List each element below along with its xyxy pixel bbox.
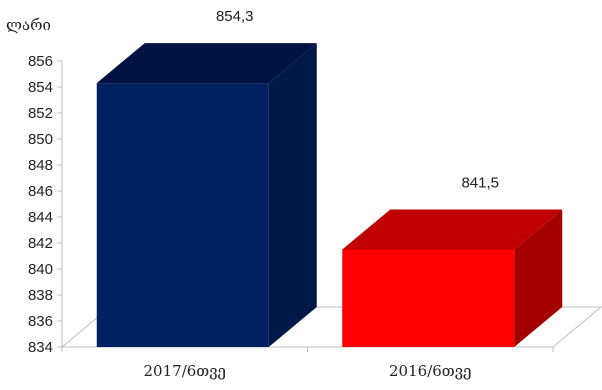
y-tick-label: 840	[28, 261, 53, 278]
y-tick-label: 856	[28, 53, 53, 70]
bar	[342, 249, 515, 347]
y-tick-label: 846	[28, 183, 53, 200]
bar-side	[514, 209, 563, 347]
y-tick-label: 854	[28, 79, 53, 96]
data-label: 854,3	[216, 8, 254, 25]
y-tick-label: 844	[28, 209, 53, 226]
x-category-label: 2017/6თვე	[144, 362, 226, 380]
y-tick-label: 850	[28, 131, 53, 148]
bar-top	[96, 43, 317, 84]
y-tick-label: 842	[28, 235, 53, 252]
y-axis-unit-label: ლარი	[6, 16, 51, 34]
bar	[96, 83, 269, 347]
bar-top	[342, 209, 563, 250]
y-tick-label: 836	[28, 313, 53, 330]
data-label: 841,5	[461, 175, 499, 192]
y-tick-label: 834	[28, 339, 53, 356]
y-tick-label: 848	[28, 157, 53, 174]
y-tick-label: 852	[28, 105, 53, 122]
bar-side	[268, 43, 317, 347]
x-category-label: 2016/6თვე	[389, 362, 471, 380]
y-tick-label: 838	[28, 287, 53, 304]
